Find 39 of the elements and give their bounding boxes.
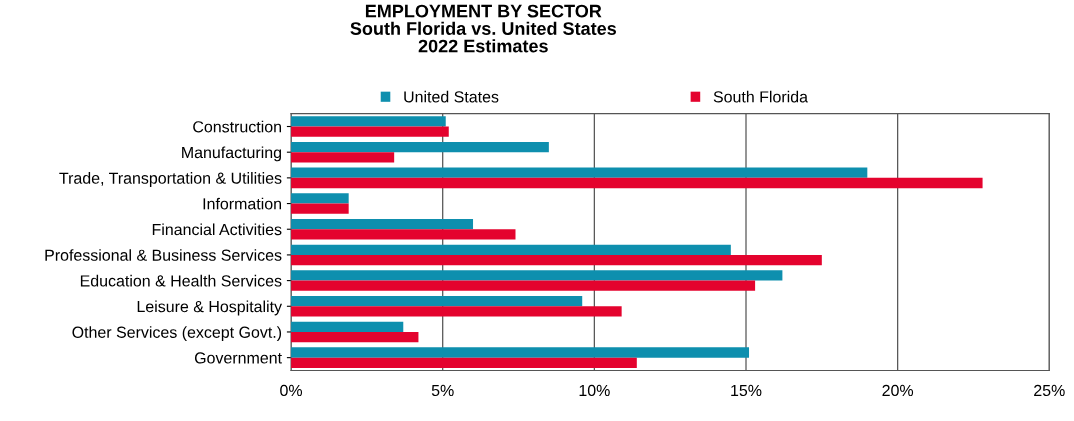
x-tick-label: 15%: [731, 384, 762, 397]
bar: [291, 203, 349, 214]
bar: [291, 296, 583, 307]
y-tick-label: Information: [203, 197, 281, 210]
y-tick-label: Professional & Business Services: [45, 249, 282, 261]
y-tick-label: Construction: [193, 120, 281, 133]
bar: [291, 270, 783, 281]
bar: [291, 331, 419, 343]
bar: [291, 280, 756, 291]
bar: [291, 244, 731, 255]
bar: [291, 229, 516, 240]
x-tick-label: 25%: [1034, 384, 1065, 397]
bar: [291, 141, 549, 153]
x-tick-label: 20%: [882, 384, 914, 397]
legend-label: United States: [404, 90, 499, 103]
bar: [291, 347, 750, 358]
bar: [291, 177, 983, 189]
bar: [291, 152, 395, 163]
y-tick-label: Leisure & Hospitality: [137, 300, 282, 316]
bar: [291, 254, 822, 266]
y-tick-label: Financial Activities: [152, 223, 282, 236]
bar: [291, 357, 637, 368]
y-tick-label: Trade, Transportation & Utilities: [59, 172, 282, 187]
bar: [291, 167, 868, 178]
bar: [291, 321, 404, 332]
bar: [291, 116, 446, 127]
legend-label: South Florida: [713, 90, 808, 103]
bar: [291, 306, 622, 317]
x-tick-label: 5%: [431, 384, 454, 397]
y-tick-label: Government: [194, 352, 282, 364]
chart-title: EMPLOYMENT BY SECTOR South Florida vs. United States 2022 Estimates: [350, 4, 616, 53]
x-tick-label: 10%: [579, 384, 610, 397]
bar: [291, 218, 474, 230]
x-tick-label: 0%: [280, 384, 303, 397]
bar: [291, 126, 449, 137]
y-tick-label: Other Services (except Govt.): [72, 326, 282, 342]
bar: [291, 193, 349, 204]
y-tick-label: Manufacturing: [182, 146, 282, 162]
y-tick-label: Education & Health Services: [80, 274, 282, 287]
